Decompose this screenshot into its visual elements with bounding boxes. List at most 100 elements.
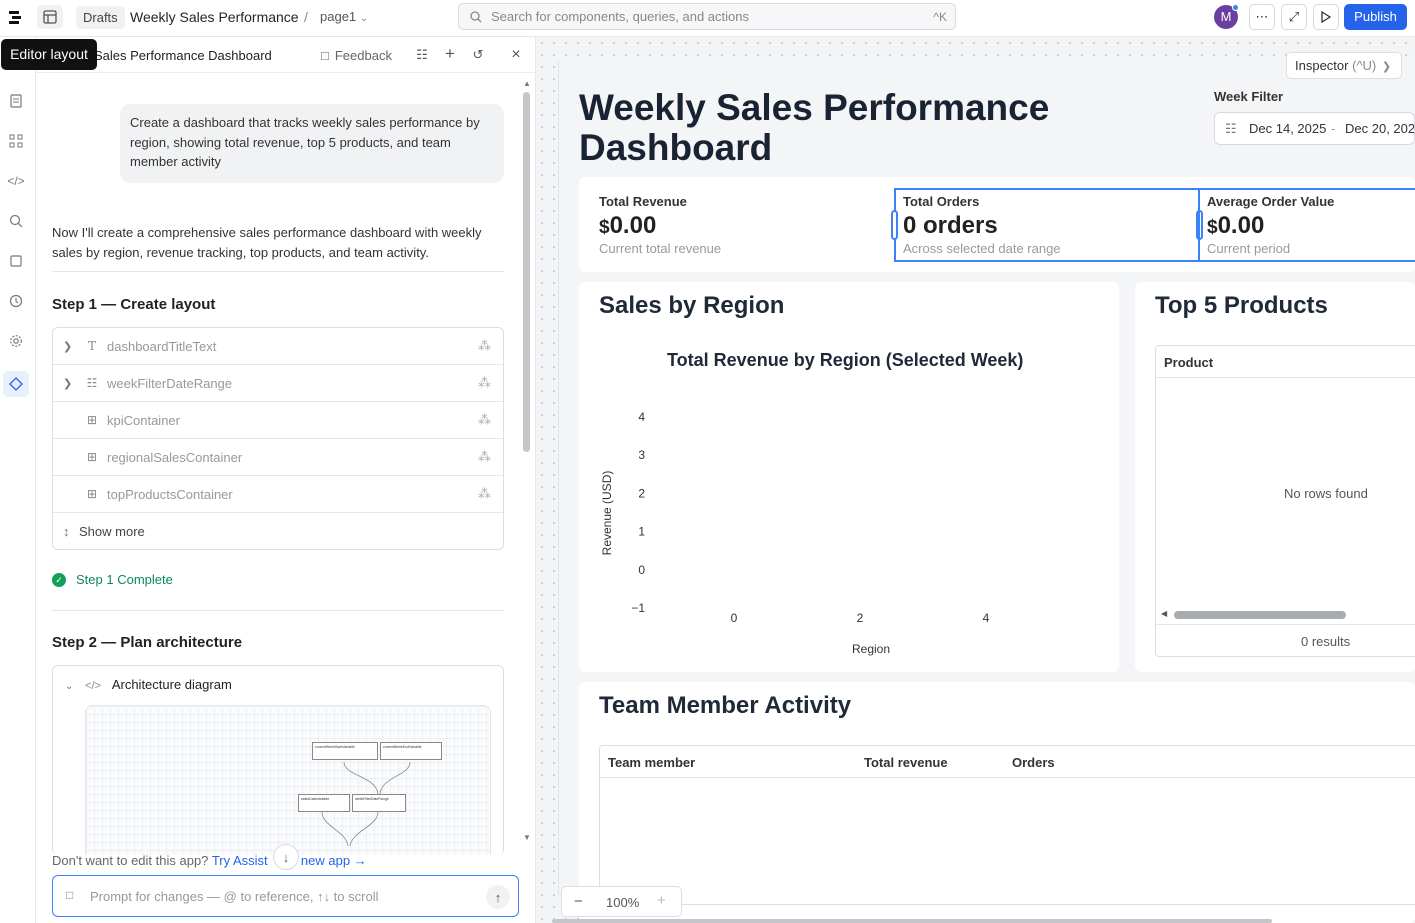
kpi-total-revenue[interactable]: Total Revenue $0.00 Current total revenu… — [590, 188, 880, 262]
horizontal-scrollbar[interactable]: ◀ — [1156, 608, 1415, 622]
resize-handle[interactable] — [891, 210, 898, 240]
y-tick-label: 3 — [638, 448, 645, 462]
divider — [52, 610, 504, 611]
column-header[interactable]: Team member — [608, 755, 696, 770]
gear-icon[interactable] — [6, 331, 26, 351]
assist-icon[interactable] — [3, 371, 29, 397]
diagram-node-label: weekFilterDateRange — [355, 797, 389, 801]
architecture-toggle[interactable]: ⌄ </> Architecture diagram — [65, 677, 232, 692]
page-selector[interactable]: page1 ⌄ — [320, 9, 368, 24]
inspector-button[interactable]: Inspector (^U) ❯ — [1286, 52, 1402, 79]
zoom-out-button[interactable]: − — [574, 893, 583, 910]
kpi-total-orders[interactable]: Total Orders 0 orders Across selected da… — [891, 188, 1203, 262]
grid-icon: ⊞ — [86, 487, 98, 501]
column-header[interactable]: Product — [1164, 355, 1214, 370]
list-item-label: topProductsContainer — [107, 486, 233, 502]
scrollbar-thumb[interactable] — [1174, 611, 1346, 619]
architecture-label: Architecture diagram — [111, 677, 232, 692]
list-item[interactable]: ⊞ regionalSalesContainer ⁂ — [53, 439, 503, 476]
history-icon[interactable] — [6, 291, 26, 311]
diagram-node: currentWeekEndVariable — [380, 742, 442, 760]
app-title[interactable]: Weekly Sales Performance — [130, 9, 299, 25]
dashboard-title[interactable]: Weekly Sales Performance Dashboard — [579, 87, 1050, 168]
zoom-in-button[interactable]: + — [657, 892, 666, 909]
try-assist-link[interactable]: Try Assist — [211, 853, 268, 868]
y-tick-label: −1 — [631, 601, 645, 615]
y-tick-label: 0 — [638, 563, 645, 577]
inspector-label: Inspector — [1295, 58, 1349, 73]
week-filter-date-range[interactable]: ☷ Dec 14, 2025 - Dec 20, 2025 — [1214, 112, 1415, 145]
top-bar: Drafts Weekly Sales Performance / page1 … — [0, 0, 1415, 37]
y-tick-label: 4 — [638, 410, 645, 424]
search-input[interactable]: Search for components, queries, and acti… — [458, 3, 956, 30]
search-icon[interactable] — [6, 211, 26, 231]
y-tick-label: 1 — [638, 525, 645, 539]
table-header — [1156, 346, 1415, 378]
scroll-down-icon[interactable]: ▼ — [523, 832, 531, 842]
chevron-down-icon: ⌄ — [65, 681, 74, 692]
top-products-table[interactable]: Product No rows found ◀ 0 results — [1155, 345, 1415, 657]
x-tick-label: 2 — [857, 611, 864, 625]
close-icon[interactable]: × — [511, 46, 521, 63]
scroll-up-icon[interactable]: ▲ — [523, 78, 531, 88]
scroll-to-bottom-button[interactable]: ↓ — [273, 844, 299, 870]
publish-button[interactable]: Publish — [1344, 4, 1407, 30]
avatar-initial: M — [1220, 9, 1232, 24]
drafts-breadcrumb[interactable]: Drafts — [76, 6, 125, 29]
state-icon[interactable] — [6, 251, 26, 271]
team-activity-table[interactable]: Team member Total revenue Orders — [599, 745, 1415, 905]
date-start: Dec 14, 2025 — [1249, 121, 1327, 136]
pages-icon[interactable] — [6, 91, 26, 111]
avatar[interactable]: M — [1214, 4, 1239, 29]
empty-state: No rows found — [1284, 486, 1368, 501]
diagram-node-label: currentWeekEndVariable — [383, 745, 422, 749]
retool-logo-icon[interactable] — [6, 7, 26, 27]
send-button[interactable]: ↑ — [486, 885, 510, 909]
editor-layout-icon[interactable] — [37, 5, 63, 29]
kpi-average-order-value[interactable]: Average Order Value $0.00 Current period — [1198, 188, 1415, 262]
fullscreen-button[interactable]: ⤢ — [1281, 4, 1307, 30]
table-header — [600, 746, 1415, 778]
prompt-input[interactable]: □ Prompt for changes — @ to reference, ↑… — [52, 875, 519, 917]
revenue-by-region-chart[interactable]: 4 3 2 1 0 −1 0 2 4 Region Revenue (USD) — [579, 380, 1119, 670]
grid-icon: ⊞ — [86, 413, 98, 427]
zoom-level[interactable]: 100% — [606, 895, 640, 910]
expand-icon: ⤢ — [1288, 9, 1300, 24]
list-item[interactable]: ❯ T dashboardTitleText ⁂ — [53, 328, 503, 365]
assist-hint: Don't want to edit this app? Try Assist … — [52, 853, 367, 868]
more-options-button[interactable]: ⋯ — [1249, 4, 1275, 30]
preview-button[interactable] — [1313, 4, 1339, 30]
ellipsis-icon: ⋯ — [1255, 9, 1269, 24]
chevron-right-icon[interactable]: ❯ — [63, 377, 73, 390]
panel-scrollbar[interactable] — [523, 92, 530, 452]
kpi-label: Total Revenue — [599, 194, 687, 209]
check-circle-icon: ✓ — [52, 572, 66, 587]
step2-title: Step 2 — Plan architecture — [52, 634, 243, 651]
feedback-button[interactable]: □ Feedback — [321, 48, 392, 63]
list-item[interactable]: ⊞ topProductsContainer ⁂ — [53, 476, 503, 513]
show-more-button[interactable]: ↕ Show more — [53, 513, 503, 549]
new-app-link[interactable]: new app → — [300, 853, 367, 868]
list-item[interactable]: ❯ ☷ weekFilterDateRange ⁂ — [53, 365, 503, 402]
chat-history-icon[interactable]: ☷ — [416, 47, 428, 62]
component-tree-icon[interactable] — [6, 131, 26, 151]
kpi-label: Total Orders — [903, 194, 980, 209]
new-chat-icon[interactable]: + — [445, 44, 455, 63]
architecture-diagram[interactable]: currentWeekStartVariable currentWeekEndV… — [85, 705, 491, 855]
spinner-icon: ⁂ — [478, 486, 491, 501]
column-header[interactable]: Total revenue — [864, 755, 948, 770]
chevron-right-icon: ❯ — [1381, 61, 1392, 73]
x-tick-label: 4 — [983, 611, 990, 625]
kpi-container[interactable]: Total Revenue $0.00 Current total revenu… — [579, 177, 1415, 272]
scroll-left-icon[interactable]: ◀ — [1161, 609, 1168, 618]
chevron-right-icon[interactable]: ❯ — [63, 340, 73, 353]
regional-sales-container[interactable]: Sales by Region — [579, 282, 1119, 672]
spinner-icon: ⁂ — [478, 449, 491, 464]
code-icon[interactable]: </> — [7, 174, 25, 188]
expand-vertical-icon: ↕ — [63, 523, 70, 539]
column-header[interactable]: Orders — [1012, 755, 1055, 770]
editor-layout-tooltip: Editor layout — [1, 39, 97, 70]
list-item[interactable]: ⊞ kpiContainer ⁂ — [53, 402, 503, 439]
history-icon[interactable]: ↺ — [472, 47, 484, 62]
canvas-scrollbar[interactable] — [552, 919, 1272, 923]
